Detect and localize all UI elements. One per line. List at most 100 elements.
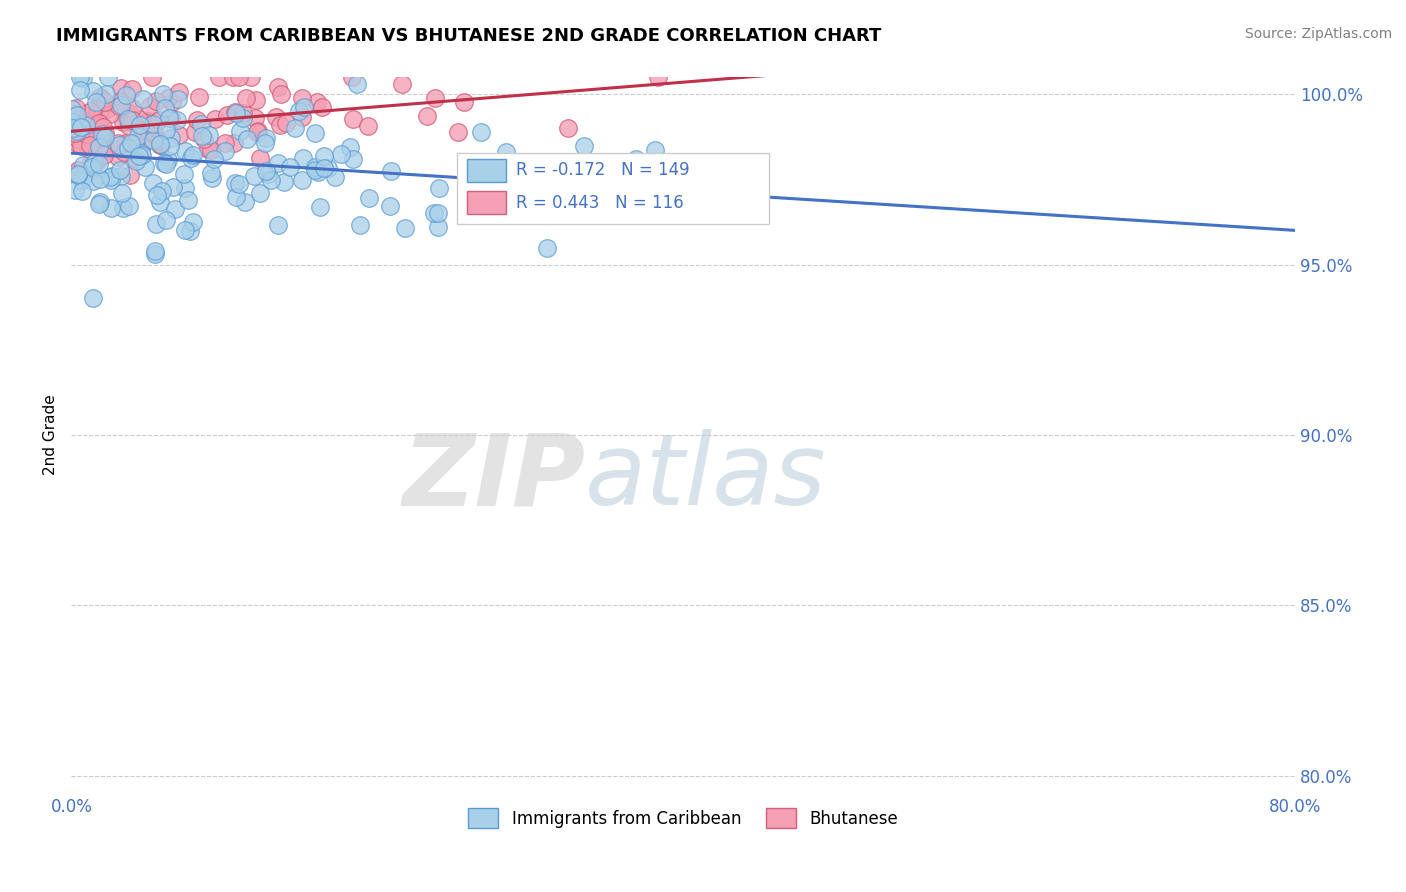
Point (141, 70, 163, 85)
Point (214, 136, 236, 150)
Point (63, 183, 86, 197)
Point (82, 174, 104, 188)
Point (125, 153, 148, 168)
Point (108, 138, 131, 153)
Point (117, 113, 139, 128)
Point (200, 143, 222, 157)
Point (422, 206, 444, 220)
Point (94, 95, 117, 110)
Point (254, 163, 277, 178)
Point (311, 100, 333, 114)
Point (644, 143, 666, 157)
Point (117, 112, 139, 127)
Point (112, 201, 135, 215)
Point (173, 181, 195, 195)
Point (488, 154, 510, 169)
Point (120, 136, 142, 150)
Point (257, 167, 280, 181)
Point (65, 126, 87, 140)
Point (93, 148, 115, 162)
Point (394, 221, 416, 235)
Point (143, 246, 166, 260)
Point (96, 102, 118, 116)
Point (112, 115, 135, 129)
Point (110, 163, 132, 178)
Point (267, 79, 290, 94)
Point (307, 164, 329, 178)
Point (346, 78, 368, 92)
Point (93, 126, 115, 140)
Point (107, 136, 129, 150)
Point (69, 70, 91, 85)
Point (288, 104, 311, 119)
Point (86, 105, 108, 120)
Point (176, 193, 198, 207)
Point (254, 131, 277, 145)
Legend: Immigrants from Caribbean, Bhutanese: Immigrants from Caribbean, Bhutanese (461, 802, 905, 834)
Point (519, 191, 541, 205)
Point (69, 83, 91, 97)
Point (100, 173, 122, 187)
Point (111, 186, 134, 200)
Point (150, 138, 173, 153)
Point (120, 168, 142, 182)
Point (75, 118, 97, 132)
Point (94, 129, 117, 144)
Text: ZIP: ZIP (402, 429, 585, 526)
Point (224, 177, 246, 191)
Point (247, 124, 270, 138)
Point (65, 107, 87, 121)
Point (80, 163, 103, 178)
Point (228, 177, 250, 191)
Point (184, 125, 207, 139)
Text: R = 0.443   N = 116: R = 0.443 N = 116 (516, 194, 683, 211)
Point (97, 70, 120, 85)
Point (60, 107, 83, 121)
Point (67, 167, 90, 181)
Point (307, 95, 329, 109)
Point (65, 166, 87, 180)
Point (127, 128, 149, 143)
Point (204, 112, 226, 126)
Point (149, 138, 172, 153)
Point (62, 120, 84, 135)
Point (155, 157, 177, 171)
Point (66, 168, 89, 182)
Point (243, 111, 266, 125)
Point (145, 188, 167, 202)
Point (294, 100, 316, 114)
Point (242, 169, 264, 183)
Point (89, 156, 111, 170)
Point (225, 189, 247, 203)
Point (229, 124, 252, 138)
Point (98, 169, 121, 184)
Point (155, 213, 177, 227)
Point (89, 172, 111, 186)
Point (142, 133, 165, 147)
Point (121, 113, 143, 128)
Point (183, 148, 205, 162)
Y-axis label: 2nd Grade: 2nd Grade (44, 394, 58, 475)
Point (267, 218, 290, 232)
Point (89, 89, 111, 103)
Point (160, 112, 183, 126)
Point (157, 91, 180, 105)
Point (357, 191, 380, 205)
Point (391, 77, 413, 91)
Point (200, 166, 222, 180)
Point (197, 128, 219, 142)
Point (118, 119, 141, 133)
Point (138, 125, 160, 139)
Point (152, 87, 174, 101)
Point (148, 134, 170, 148)
Point (240, 70, 263, 85)
Point (100, 201, 122, 215)
Point (232, 105, 254, 120)
Point (66, 108, 89, 122)
Point (291, 151, 314, 165)
Point (65, 124, 87, 138)
Point (121, 82, 143, 96)
Point (134, 160, 156, 174)
Point (214, 144, 236, 158)
Point (470, 125, 492, 139)
